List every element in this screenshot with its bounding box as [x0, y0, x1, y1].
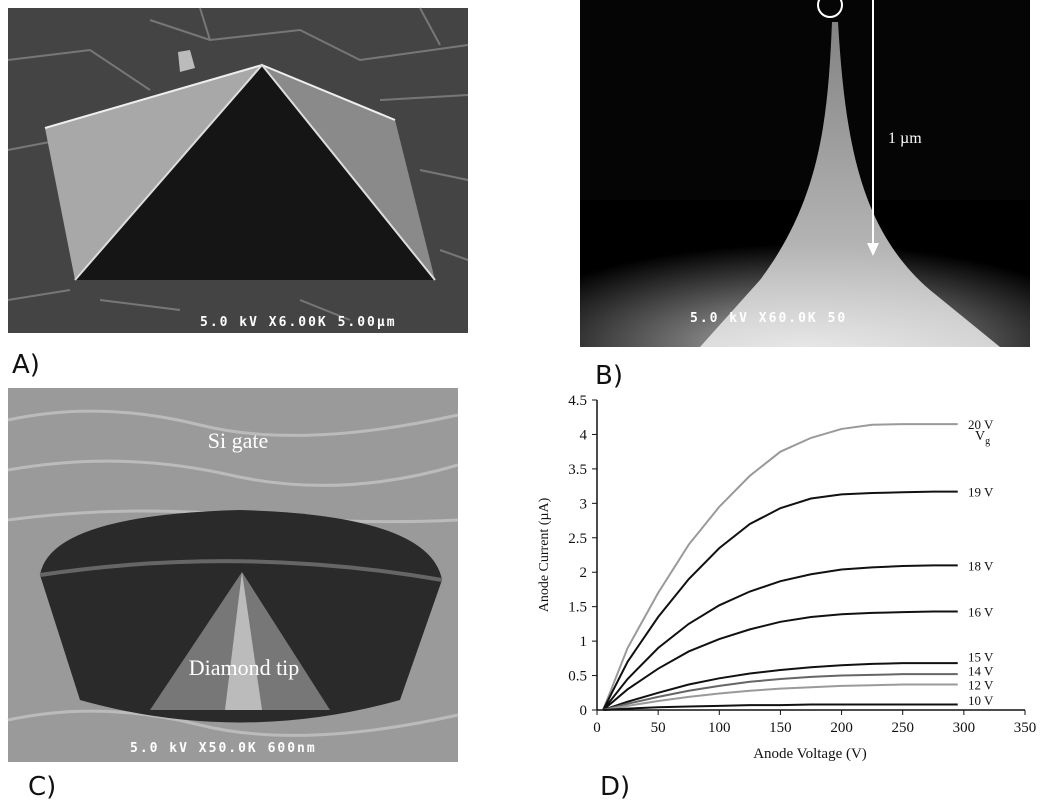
y-axis-label: Anode Current (µA) [537, 497, 552, 612]
series-line [603, 492, 958, 710]
x-tick-label: 250 [891, 720, 914, 736]
panel-a-image: 5.0 kV X6.00K 5.00µm [8, 8, 468, 333]
annotation: Diamond tip [189, 655, 300, 680]
curve-label: 10 V [968, 693, 994, 708]
curve-label: 15 V [968, 650, 994, 665]
y-tick-label: 3.5 [568, 462, 587, 478]
y-tick-label: 1 [580, 634, 588, 650]
x-tick-label: 0 [593, 720, 601, 736]
figure: 5.0 kV X6.00K 5.00µm A) 1 µm 5.0 kV X60.… [0, 0, 1046, 803]
annotation: 1 µm [888, 130, 922, 147]
curve-label: 14 V [968, 664, 994, 679]
curve-label: 20 V [968, 417, 994, 432]
curve-label: 12 V [968, 678, 994, 693]
scale-bar: 5.0 kV X50.0K 600nm [130, 741, 317, 756]
panel-label: D) [600, 772, 630, 802]
x-tick-label: 50 [651, 720, 666, 736]
x-tick-label: 350 [1014, 720, 1037, 736]
curve-label: 19 V [968, 485, 994, 500]
scale-bar: 5.0 kV X60.0K 50 [690, 311, 847, 326]
panel-b-image: 1 µm 5.0 kV X60.0K 50 [580, 0, 1030, 347]
x-tick-label: 300 [953, 720, 976, 736]
y-tick-label: 0.5 [568, 669, 587, 685]
scale-bar: 5.0 kV X6.00K 5.00µm [200, 315, 397, 330]
panel-label: C) [28, 772, 56, 802]
series-line [603, 424, 958, 710]
x-axis-label: Anode Voltage (V) [753, 746, 867, 762]
x-tick-label: 100 [708, 720, 731, 736]
panel-label: A) [12, 350, 40, 380]
y-tick-label: 4 [580, 427, 588, 443]
series-line [603, 611, 958, 710]
y-tick-label: 4.5 [568, 393, 587, 409]
panel-c-image: Si gate Diamond tip 5.0 kV X50.0K 600nm [8, 388, 458, 762]
panel-label: B) [595, 361, 623, 391]
annotation: Si gate [208, 428, 269, 453]
x-tick-label: 200 [830, 720, 853, 736]
curve-label: 18 V [968, 558, 994, 573]
y-tick-label: 1.5 [568, 600, 587, 616]
curve-label: 16 V [968, 604, 994, 619]
y-tick-label: 2 [580, 565, 588, 581]
y-tick-label: 2.5 [568, 531, 587, 547]
y-tick-label: 0 [580, 703, 588, 719]
x-tick-label: 150 [769, 720, 792, 736]
legend-title-sub: g [985, 436, 990, 447]
series-line [603, 704, 958, 710]
y-tick-label: 3 [580, 496, 588, 512]
